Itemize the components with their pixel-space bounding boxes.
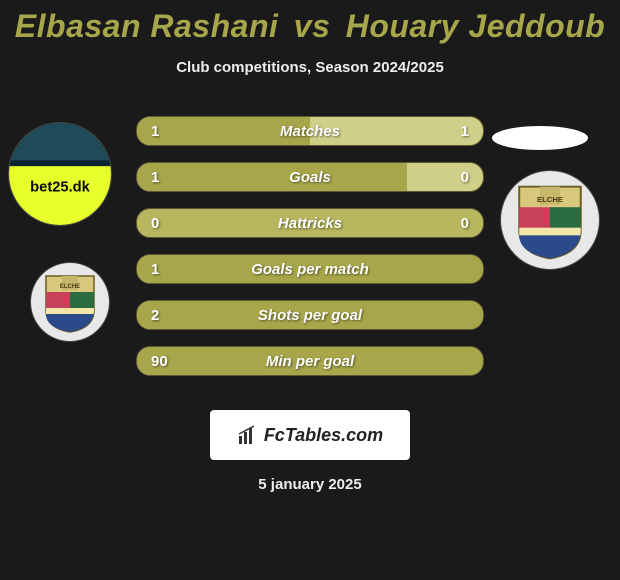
stat-row: 00Hattricks [136, 208, 484, 238]
page-title: Elbasan Rashani vs Houary Jeddoub [0, 0, 620, 45]
stats-container: 11Matches 10Goals 00Hattricks 1Goals per ma… [0, 116, 620, 396]
chart-icon [237, 424, 259, 446]
subtitle: Club competitions, Season 2024/2025 [0, 59, 620, 76]
fctables-text: FcTables.com [264, 425, 383, 446]
stat-label: Goals per match [137, 261, 483, 278]
fctables-logo: FcTables.com [210, 410, 410, 460]
stat-row: 10Goals [136, 162, 484, 192]
title-player1: Elbasan Rashani [15, 8, 279, 44]
stat-label: Matches [137, 123, 483, 140]
stat-label: Goals [137, 169, 483, 186]
title-player2: Houary Jeddoub [346, 8, 605, 44]
title-vs: vs [294, 8, 331, 44]
stat-row: 2Shots per goal [136, 300, 484, 330]
stat-row: 1Goals per match [136, 254, 484, 284]
stat-label: Hattricks [137, 215, 483, 232]
stat-label: Min per goal [137, 353, 483, 370]
stat-row: 90Min per goal [136, 346, 484, 376]
stat-row: 11Matches [136, 116, 484, 146]
date-text: 5 january 2025 [0, 476, 620, 493]
stat-label: Shots per goal [137, 307, 483, 324]
